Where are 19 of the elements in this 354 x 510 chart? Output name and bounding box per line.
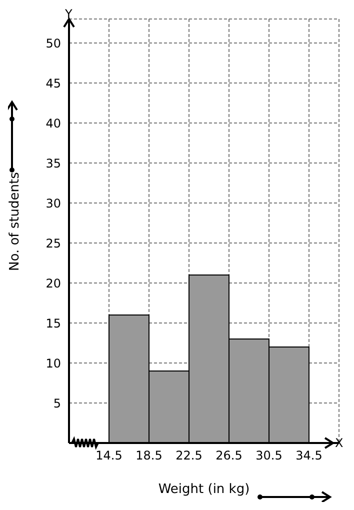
x-tick-label: 14.5 <box>96 448 122 463</box>
y-tick-label: 15 <box>46 316 61 330</box>
annotation: Y <box>64 7 73 21</box>
y-tick-label: 45 <box>46 76 61 90</box>
y-tick-label: 50 <box>46 36 61 50</box>
y-tick-label: 30 <box>46 196 61 210</box>
y-tick-label: 5 <box>53 396 61 410</box>
x-tick-label: 30.5 <box>256 448 282 463</box>
y-tick-label: 40 <box>46 116 61 130</box>
x-tick-label: 22.5 <box>176 448 202 463</box>
y-tick-label: 35 <box>46 156 61 170</box>
x-tick-label: 18.5 <box>136 448 162 463</box>
x-axis-title: Weight (in kg) <box>158 482 250 497</box>
x-tick-label: 26.5 <box>216 448 242 463</box>
y-axis-title: No. of students <box>8 172 23 271</box>
x-tick-label: 34.5 <box>296 448 322 463</box>
y-tick-label: 10 <box>46 356 61 370</box>
y-tick-label: 25 <box>46 236 61 250</box>
y-tick-label: 20 <box>46 276 61 290</box>
